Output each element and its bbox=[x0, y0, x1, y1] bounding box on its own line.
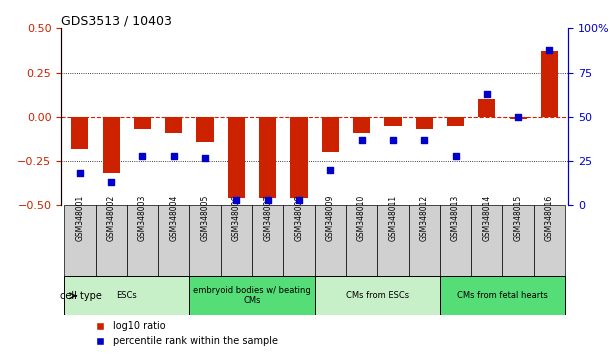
Point bbox=[388, 137, 398, 143]
Text: GSM348001: GSM348001 bbox=[75, 194, 84, 241]
Bar bbox=[252, 205, 284, 276]
Bar bbox=[478, 99, 496, 117]
Bar bbox=[189, 276, 315, 315]
Text: GSM348015: GSM348015 bbox=[514, 194, 522, 241]
Bar bbox=[127, 205, 158, 276]
Legend: log10 ratio, percentile rank within the sample: log10 ratio, percentile rank within the … bbox=[91, 317, 282, 350]
Bar bbox=[440, 205, 471, 276]
Bar bbox=[377, 205, 409, 276]
Bar bbox=[95, 205, 127, 276]
Bar bbox=[64, 276, 189, 315]
Bar bbox=[290, 117, 307, 198]
Bar bbox=[103, 117, 120, 173]
Text: GSM348014: GSM348014 bbox=[482, 194, 491, 241]
Bar bbox=[197, 117, 214, 142]
Bar bbox=[284, 205, 315, 276]
Text: GDS3513 / 10403: GDS3513 / 10403 bbox=[61, 14, 172, 27]
Text: embryoid bodies w/ beating
CMs: embryoid bodies w/ beating CMs bbox=[193, 286, 311, 306]
Bar bbox=[322, 117, 339, 152]
Text: GSM348004: GSM348004 bbox=[169, 194, 178, 241]
Bar bbox=[440, 276, 565, 315]
Text: GSM348005: GSM348005 bbox=[200, 194, 210, 241]
Text: GSM348006: GSM348006 bbox=[232, 194, 241, 241]
Text: GSM348013: GSM348013 bbox=[451, 194, 460, 241]
Point bbox=[106, 179, 116, 185]
Bar bbox=[315, 205, 346, 276]
Bar bbox=[259, 117, 276, 198]
Point bbox=[482, 91, 492, 97]
Bar bbox=[510, 117, 527, 119]
Bar bbox=[165, 117, 183, 133]
Text: GSM348009: GSM348009 bbox=[326, 194, 335, 241]
Bar bbox=[447, 117, 464, 126]
Point bbox=[263, 197, 273, 203]
Text: ESCs: ESCs bbox=[117, 291, 137, 300]
Point bbox=[513, 114, 523, 120]
Point bbox=[419, 137, 429, 143]
Text: GSM348010: GSM348010 bbox=[357, 194, 366, 241]
Text: GSM348011: GSM348011 bbox=[389, 195, 397, 241]
Text: CMs from ESCs: CMs from ESCs bbox=[346, 291, 409, 300]
Bar bbox=[541, 51, 558, 117]
Text: GSM348008: GSM348008 bbox=[295, 194, 304, 241]
Text: CMs from fetal hearts: CMs from fetal hearts bbox=[457, 291, 548, 300]
Bar bbox=[384, 117, 401, 126]
Bar bbox=[228, 117, 245, 198]
Text: GSM348012: GSM348012 bbox=[420, 195, 429, 241]
Point bbox=[544, 47, 554, 52]
Bar bbox=[353, 117, 370, 133]
Bar bbox=[158, 205, 189, 276]
Bar bbox=[134, 117, 151, 129]
Bar bbox=[346, 205, 377, 276]
Bar bbox=[221, 205, 252, 276]
Text: GSM348007: GSM348007 bbox=[263, 194, 273, 241]
Bar bbox=[534, 205, 565, 276]
Point bbox=[200, 155, 210, 160]
Bar bbox=[415, 117, 433, 129]
Point bbox=[326, 167, 335, 173]
Point bbox=[169, 153, 178, 159]
Bar bbox=[409, 205, 440, 276]
Text: cell type: cell type bbox=[59, 291, 101, 301]
Bar bbox=[189, 205, 221, 276]
Bar bbox=[471, 205, 502, 276]
Text: GSM348016: GSM348016 bbox=[545, 194, 554, 241]
Point bbox=[137, 153, 147, 159]
Bar bbox=[315, 276, 440, 315]
Bar bbox=[71, 117, 89, 149]
Point bbox=[451, 153, 461, 159]
Bar bbox=[502, 205, 534, 276]
Point bbox=[357, 137, 367, 143]
Point bbox=[232, 197, 241, 203]
Bar bbox=[64, 205, 95, 276]
Text: GSM348002: GSM348002 bbox=[107, 194, 115, 241]
Text: GSM348003: GSM348003 bbox=[138, 194, 147, 241]
Point bbox=[294, 197, 304, 203]
Point bbox=[75, 171, 85, 176]
